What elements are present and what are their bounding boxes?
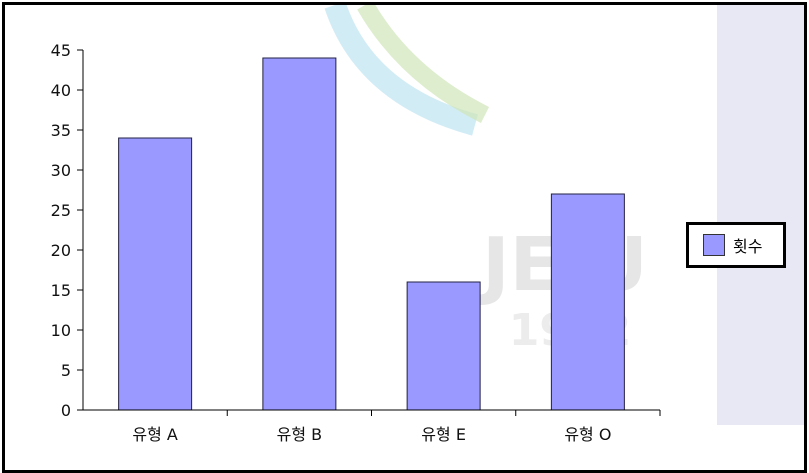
y-tick-label: 40: [51, 81, 71, 100]
y-tick-label: 0: [61, 401, 71, 420]
bar-1: [118, 137, 193, 411]
bar-2: [262, 57, 337, 411]
y-tick-label: 20: [51, 241, 71, 260]
y-tick-label: 30: [51, 161, 71, 180]
x-tick-label: 유형 O: [564, 425, 611, 444]
y-tick-label: 35: [51, 121, 71, 140]
x-tick-label: 유형 E: [421, 425, 466, 444]
y-tick-label: 10: [51, 321, 71, 340]
legend-label: 횟수: [733, 237, 763, 256]
legend: 횟수: [686, 222, 786, 268]
legend-swatch: [703, 234, 725, 256]
x-tick-label: 유형 A: [132, 425, 178, 444]
bar-4: [550, 193, 625, 411]
x-tick-label: 유형 B: [277, 425, 323, 444]
y-tick-label: 25: [51, 201, 71, 220]
bar-chart: 0 5 10 15 20 25 30 35 40 45 유형 A 유형 B 유형 E 유형 O: [51, 41, 661, 444]
y-tick-label: 45: [51, 41, 71, 60]
y-tick-label: 5: [61, 361, 71, 380]
y-tick-label: 15: [51, 281, 71, 300]
bar-3: [406, 281, 481, 411]
